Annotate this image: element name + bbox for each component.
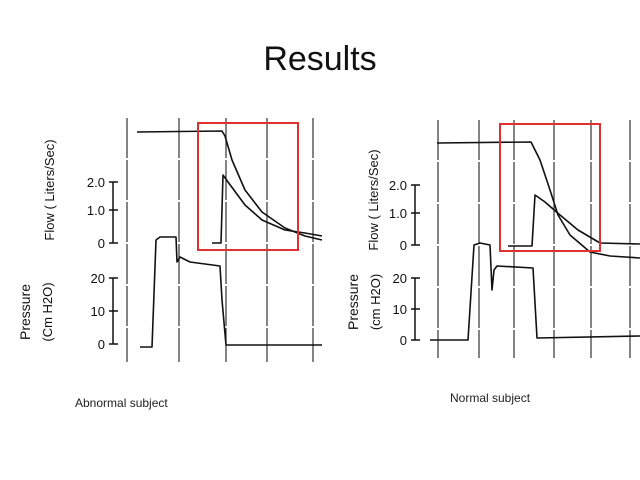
abnormal-flow-ylabel: Flow ( Liters/Sec)	[42, 139, 57, 240]
normal-tick-label: 20	[393, 271, 407, 286]
abnormal-tick-label: 0	[98, 236, 105, 251]
normal-pressure-ylabel-unit: (cm H2O)	[368, 274, 383, 330]
abnormal-tick-label: 2.0	[87, 175, 105, 190]
normal-tick-label: 10	[393, 302, 407, 317]
normal-flow-ylabel: Flow ( Liters/Sec)	[366, 149, 381, 250]
normal-flow-trace-1	[436, 141, 640, 259]
normal-pressure-trace	[430, 242, 640, 341]
normal-tick-label: 1.0	[389, 206, 407, 221]
abnormal-pressure-trace	[140, 236, 322, 348]
normal-tick-label: 0	[400, 333, 407, 348]
normal-pressure-ylabel: Pressure	[345, 274, 361, 330]
abnormal-tick-label: 20	[91, 271, 105, 286]
caption-normal: Normal subject	[450, 391, 531, 405]
normal-highlight-box	[499, 123, 601, 252]
normal-flow-trace-2	[508, 194, 640, 247]
slide-title: Results	[263, 40, 377, 78]
abnormal-pressure-ylabel-unit: (Cm H2O)	[40, 282, 55, 341]
normal-tick-label: 2.0	[389, 178, 407, 193]
abnormal-tick-label: 10	[91, 304, 105, 319]
abnormal-flow-trace-1	[136, 130, 323, 241]
normal-tick-label: 0	[400, 238, 407, 253]
abnormal-highlight-box	[197, 122, 299, 251]
abnormal-pressure-ylabel: Pressure	[17, 284, 33, 340]
abnormal-tick-label: 1.0	[87, 203, 105, 218]
abnormal-tick-label: 0	[98, 337, 105, 352]
caption-abnormal: Abnormal subject	[75, 396, 168, 410]
